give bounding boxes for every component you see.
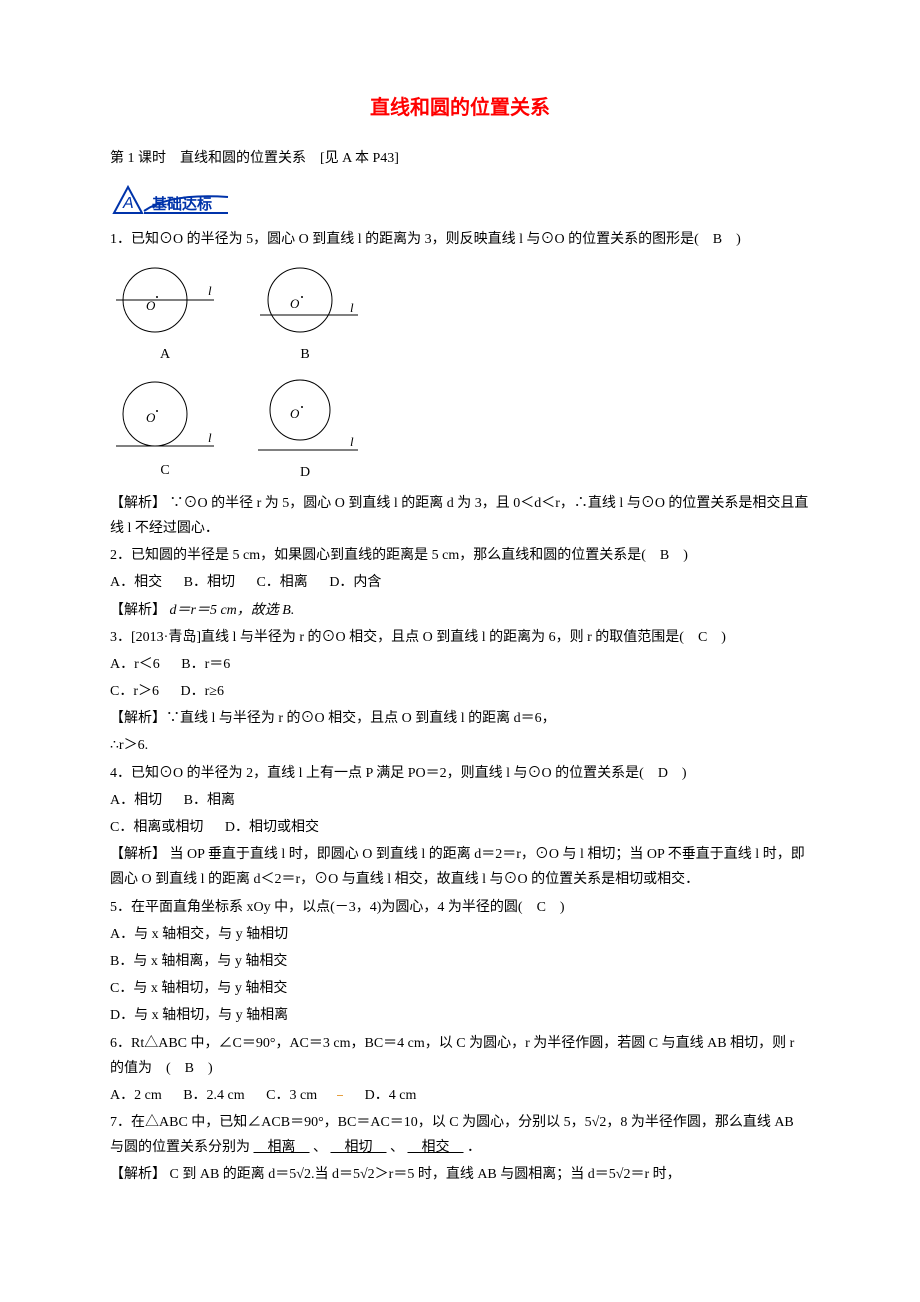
svg-text:l: l: [208, 283, 212, 298]
divider-mark: [337, 1095, 343, 1096]
q2-analysis-text: d＝r＝5 cm，故选 B.: [170, 603, 295, 618]
svg-text:O: O: [146, 410, 156, 425]
fig-b-label: B: [300, 342, 309, 367]
fig-a-label: A: [160, 342, 170, 367]
q1-figures: O l A O l B O l C: [110, 260, 810, 484]
section-header: A 基础达标: [110, 183, 810, 217]
q4-opt-d: D．相切或相交: [225, 820, 319, 835]
q7-stem: 7．在△ABC 中，已知∠ACB＝90°，BC＝AC＝10，以 C 为圆心，分别…: [110, 1110, 810, 1160]
q4-options-1: A．相切 B．相离: [110, 788, 810, 813]
q3-opt-d: D．r≥6: [181, 684, 224, 699]
q2-stem: 2．已知圆的半径是 5 cm，如果圆心到直线的距离是 5 cm，那么直线和圆的位…: [110, 543, 810, 568]
q6-stem: 6．Rt△ABC 中，∠C＝90°，AC＝3 cm，BC＝4 cm，以 C 为圆…: [110, 1031, 810, 1081]
q2-opt-d: D．内含: [329, 575, 381, 590]
svg-text:基础达标: 基础达标: [151, 195, 212, 213]
q3-options-1: A．r＜6 B．r＝6: [110, 652, 810, 677]
q6-opt-d: D．4 cm: [365, 1088, 417, 1103]
q4-analysis-text: 当 OP 垂直于直线 l 时，即圆心 O 到直线 l 的距离 d＝2＝r，⊙O …: [110, 847, 805, 887]
section-badge-icon: A 基础达标: [110, 183, 230, 217]
svg-text:A: A: [122, 195, 134, 212]
q4-opt-a: A．相切: [110, 793, 162, 808]
svg-text:l: l: [350, 300, 354, 315]
q4-stem: 4．已知⊙O 的半径为 2，直线 l 上有一点 P 满足 PO＝2，则直线 l …: [110, 761, 810, 786]
q7-answer-2: 相切: [331, 1140, 387, 1155]
q4-options-2: C．相离或相切 D．相切或相交: [110, 815, 810, 840]
fig-d-label: D: [300, 460, 310, 485]
q7-answer-3: 相交: [408, 1140, 464, 1155]
q6-opt-b: B．2.4 cm: [183, 1088, 244, 1103]
q7-sep-1: 、: [313, 1140, 327, 1155]
q3-analysis-text-1: ∵直线 l 与半径为 r 的⊙O 相交，且点 O 到直线 l 的距离 d＝6，: [166, 711, 556, 726]
q7-answer-1: 相离: [254, 1140, 310, 1155]
page-title: 直线和圆的位置关系: [110, 90, 810, 126]
q3-options-2: C．r＞6 D．r≥6: [110, 679, 810, 704]
svg-text:l: l: [350, 434, 354, 449]
svg-text:l: l: [208, 430, 212, 445]
q1-analysis: 【解析】 ∵⊙O 的半径 r 为 5，圆心 O 到直线 l 的距离 d 为 3，…: [110, 491, 810, 541]
q5-opt-d: D．与 x 轴相切，与 y 轴相离: [110, 1003, 810, 1028]
q7-analysis-text: C 到 AB 的距离 d＝5√2.当 d＝5√2＞r＝5 时，直线 AB 与圆相…: [170, 1167, 681, 1182]
q3-opt-b: B．r＝6: [181, 657, 230, 672]
q2-opt-b: B．相切: [184, 575, 235, 590]
q7-end: ．: [467, 1140, 481, 1155]
q1-analysis-text: ∵⊙O 的半径 r 为 5，圆心 O 到直线 l 的距离 d 为 3，且 0＜d…: [110, 496, 808, 536]
analysis-label: 【解析】: [110, 496, 166, 511]
q7-analysis: 【解析】 C 到 AB 的距离 d＝5√2.当 d＝5√2＞r＝5 时，直线 A…: [110, 1162, 810, 1187]
q5-stem: 5．在平面直角坐标系 xOy 中，以点(－3，4)为圆心，4 为半径的圆( C …: [110, 895, 810, 920]
q3-analysis-2: ∴r＞6.: [110, 733, 810, 758]
q4-opt-c: C．相离或相切: [110, 820, 203, 835]
fig-c: O l C: [110, 376, 220, 485]
q1-stem: 1．已知⊙O 的半径为 5，圆心 O 到直线 l 的距离为 3，则反映直线 l …: [110, 227, 810, 252]
q6-opt-c: C．3 cm: [266, 1088, 317, 1103]
q7-sep-2: 、: [390, 1140, 404, 1155]
q4-analysis: 【解析】 当 OP 垂直于直线 l 时，即圆心 O 到直线 l 的距离 d＝2＝…: [110, 842, 810, 892]
fig-d: O l D: [250, 376, 360, 485]
q3-stem: 3．[2013·青岛]直线 l 与半径为 r 的⊙O 相交，且点 O 到直线 l…: [110, 625, 810, 650]
analysis-label: 【解析】: [110, 1167, 166, 1182]
analysis-label: 【解析】: [110, 847, 166, 862]
q3-opt-c: C．r＞6: [110, 684, 159, 699]
svg-text:O: O: [290, 296, 300, 311]
lesson-subtitle: 第 1 课时 直线和圆的位置关系 [见 A 本 P43]: [110, 146, 810, 171]
q2-opt-a: A．相交: [110, 575, 162, 590]
q6-options: A．2 cm B．2.4 cm C．3 cm D．4 cm: [110, 1083, 810, 1108]
q2-opt-c: C．相离: [256, 575, 307, 590]
fig-c-label: C: [160, 458, 169, 483]
q5-opt-b: B．与 x 轴相离，与 y 轴相交: [110, 949, 810, 974]
q6-opt-a: A．2 cm: [110, 1088, 162, 1103]
analysis-label: 【解析】: [110, 603, 166, 618]
q3-opt-a: A．r＜6: [110, 657, 160, 672]
q5-opt-c: C．与 x 轴相切，与 y 轴相交: [110, 976, 810, 1001]
fig-b: O l B: [250, 260, 360, 367]
q5-opt-a: A．与 x 轴相交，与 y 轴相切: [110, 922, 810, 947]
q3-analysis-1: 【解析】∵直线 l 与半径为 r 的⊙O 相交，且点 O 到直线 l 的距离 d…: [110, 706, 810, 731]
svg-text:O: O: [146, 298, 156, 313]
svg-text:O: O: [290, 406, 300, 421]
q2-options: A．相交 B．相切 C．相离 D．内含: [110, 570, 810, 595]
q2-analysis: 【解析】 d＝r＝5 cm，故选 B.: [110, 598, 810, 623]
fig-a: O l A: [110, 260, 220, 367]
q4-opt-b: B．相离: [184, 793, 235, 808]
analysis-label: 【解析】: [110, 711, 166, 726]
